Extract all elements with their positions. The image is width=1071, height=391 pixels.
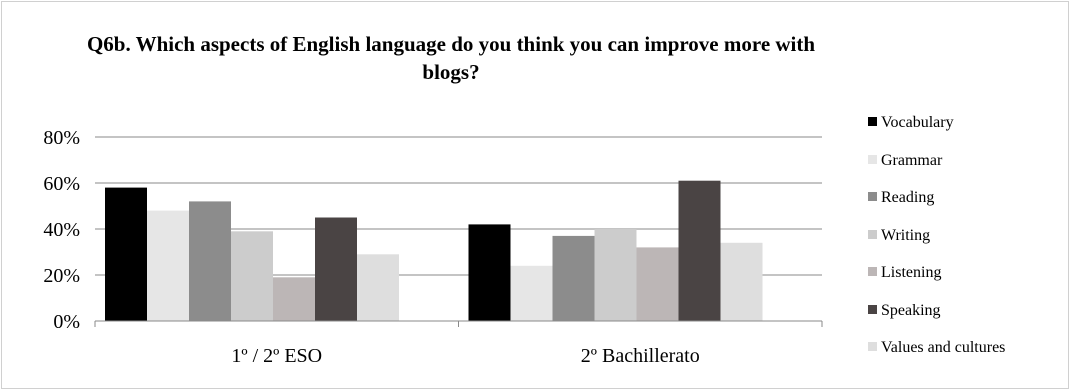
legend-label: Writing	[881, 226, 931, 244]
legend-item: Values and cultures	[868, 338, 1005, 358]
bar-reading	[189, 201, 231, 321]
category-label: 1º / 2º ESO	[231, 345, 322, 367]
legend-label: Speaking	[881, 301, 941, 319]
legend-item: Grammar	[868, 151, 942, 171]
bars	[105, 180, 763, 321]
bar-writing	[594, 229, 637, 321]
legend-label: Grammar	[881, 151, 943, 169]
bar-grammar	[510, 265, 553, 321]
legend-swatch	[868, 304, 877, 314]
bar-values-and-cultures	[720, 242, 763, 321]
legend-item: Writing	[868, 226, 930, 246]
bar-listening	[636, 247, 679, 321]
legend-swatch	[868, 192, 877, 201]
bar-speaking	[315, 217, 357, 321]
y-tick-label: 20%	[43, 265, 80, 287]
legend-label: Vocabulary	[881, 114, 954, 131]
bar-values-and-cultures	[357, 254, 399, 321]
y-tick-label: 60%	[43, 173, 80, 195]
y-tick-label: 40%	[43, 219, 80, 241]
legend-swatch	[868, 117, 877, 126]
legend-swatch	[868, 342, 877, 351]
legend-label: Listening	[881, 264, 942, 281]
legend-swatch	[868, 267, 877, 276]
chart-title: Q6b. Which aspects of English language d…	[86, 32, 816, 84]
x-axis	[94, 320, 823, 327]
bar-speaking	[678, 180, 721, 321]
legend-label: Reading	[881, 189, 935, 206]
legend-item: Reading	[868, 188, 934, 208]
y-tick-label: 80%	[43, 127, 80, 149]
bar-grammar	[147, 210, 189, 321]
category-label: 2º Bachillerato	[581, 345, 700, 367]
bar-vocabulary	[468, 224, 511, 321]
bar-reading	[552, 235, 595, 321]
legend-item: Vocabulary	[868, 113, 954, 133]
legend-swatch	[868, 229, 877, 239]
legend-item: Listening	[868, 263, 941, 283]
y-tick-label: 0%	[53, 311, 80, 333]
category-labels: 1º / 2º ESO 2º Bachillerato	[231, 345, 699, 367]
bar-writing	[231, 231, 273, 321]
legend-label: Values and cultures	[881, 339, 1006, 356]
y-axis-ticks: 0% 20% 40% 60% 80%	[43, 127, 80, 333]
legend-swatch	[868, 154, 877, 164]
bar-listening	[273, 277, 315, 321]
legend-item: Speaking	[868, 301, 941, 321]
bar-vocabulary	[105, 187, 147, 321]
